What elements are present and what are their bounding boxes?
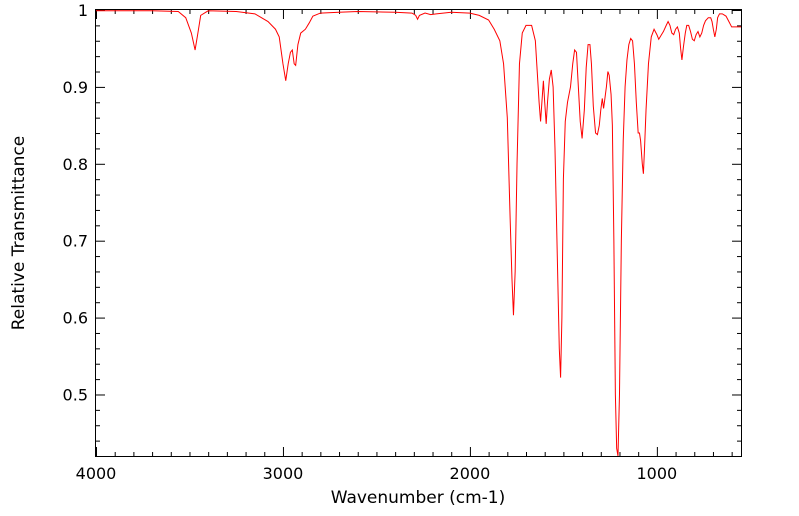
y-tick-labels: 0.5 0.6 0.7 0.8 0.9 1	[63, 1, 88, 404]
y-tick-label: 0.6	[63, 309, 88, 328]
x-tick-label: 4000	[76, 464, 117, 483]
y-tick-label: 0.8	[63, 155, 88, 174]
x-tick-label: 1000	[637, 464, 678, 483]
y-tick-label: 1	[78, 1, 88, 20]
plot-frame	[95, 9, 742, 457]
y-tick-label: 0.9	[63, 78, 88, 97]
y-tick-label: 0.7	[63, 232, 88, 251]
x-tick-labels: 4000 3000 2000 1000	[76, 464, 678, 483]
x-axis-title: Wavenumber (cm-1)	[331, 488, 506, 508]
y-tick-label: 0.5	[63, 385, 88, 404]
spectrum-line	[96, 10, 741, 457]
x-tick-label: 2000	[450, 464, 491, 483]
axis-ticks	[96, 10, 741, 457]
y-axis-title: Relative Transmittance	[9, 136, 29, 331]
x-tick-label: 3000	[263, 464, 304, 483]
